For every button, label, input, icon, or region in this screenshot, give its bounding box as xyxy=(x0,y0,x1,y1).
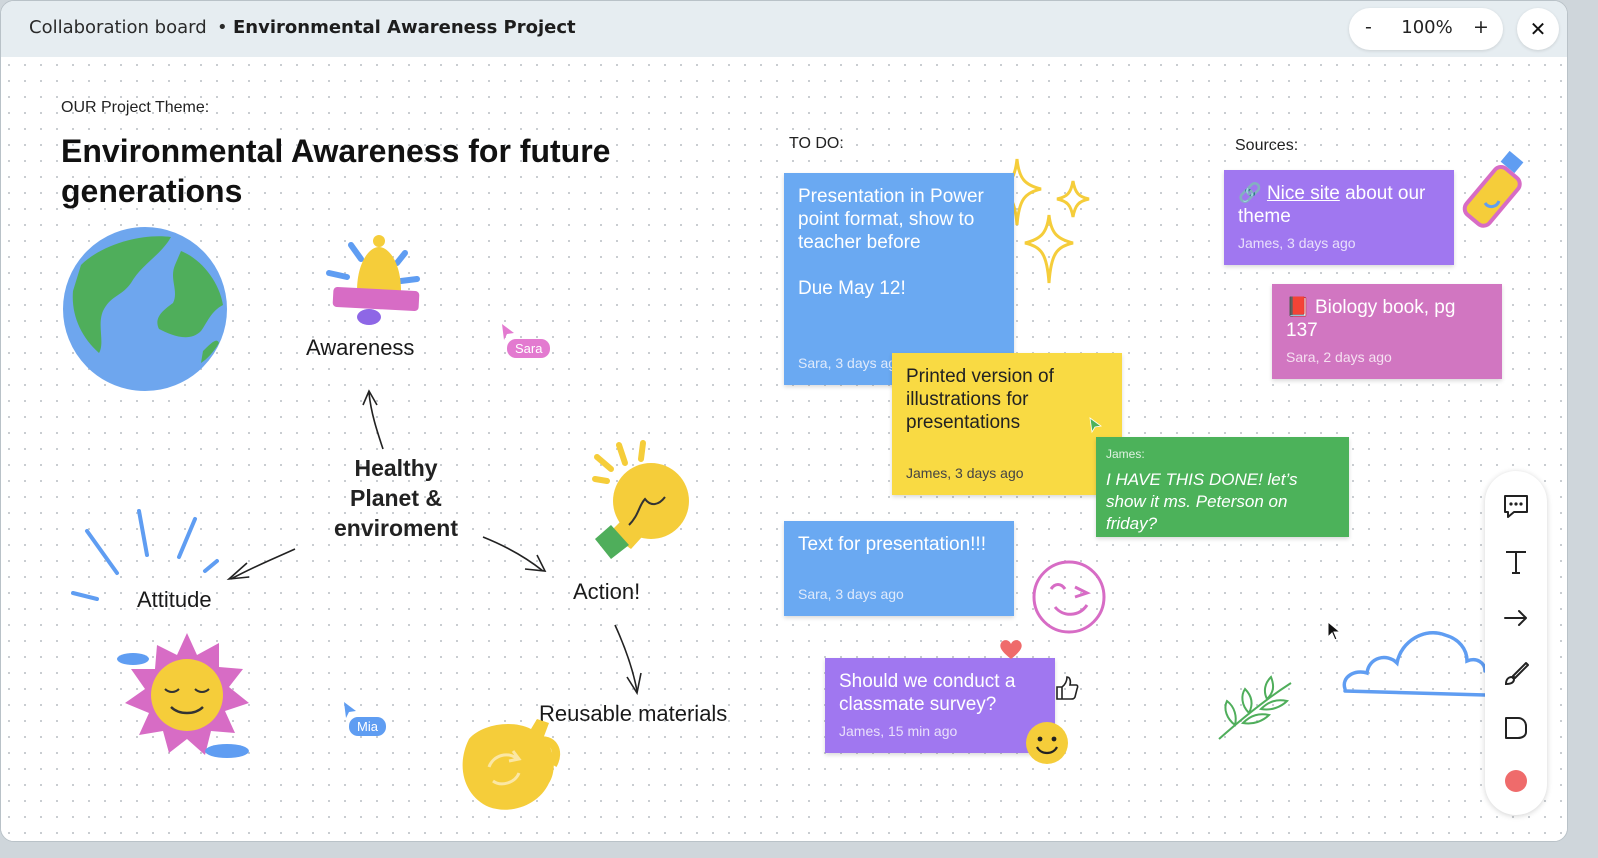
note-nice-site-text: 🔗 Nice site about our theme xyxy=(1238,182,1440,228)
action-node[interactable]: Action! xyxy=(573,579,641,604)
note-presentation-text: Presentation in Power point format, show… xyxy=(798,186,984,253)
theme-label: OUR Project Theme: xyxy=(61,99,210,116)
usb-drive-sticker-icon[interactable] xyxy=(1462,150,1531,229)
link-icon: 🔗 xyxy=(1238,183,1262,204)
breadcrumb-separator: • xyxy=(217,17,228,38)
note-text-for-meta: Sara, 3 days ago xyxy=(798,586,904,602)
note-printed-version[interactable]: Printed version of illustrations for pre… xyxy=(892,353,1122,495)
note-text-for-text: Text for presentation!!! xyxy=(798,534,986,555)
mindmap-arrows xyxy=(226,389,642,696)
theme-title: Environmental Awareness for future gener… xyxy=(61,133,611,209)
tool-palette xyxy=(1485,471,1547,815)
sara-cursor-tag: Sara xyxy=(507,339,551,358)
comment-icon[interactable] xyxy=(1500,490,1532,522)
note-nice-site-meta: James, 3 days ago xyxy=(1238,235,1356,251)
biology-text: Biology book, pg 137 xyxy=(1286,297,1456,341)
smiley-reaction-icon[interactable] xyxy=(1025,721,1071,767)
board-window: Collaboration board • Environmental Awar… xyxy=(0,0,1568,842)
wink-face-icon xyxy=(1032,560,1106,634)
book-icon: 📕 xyxy=(1286,297,1310,318)
zoom-level: 100% xyxy=(1401,17,1453,38)
zoom-out-button[interactable]: - xyxy=(1365,16,1372,38)
attitude-node[interactable]: Attitude xyxy=(137,587,212,612)
header-bar: Collaboration board • Environmental Awar… xyxy=(1,1,1567,58)
breadcrumb-board[interactable]: Collaboration board xyxy=(29,17,207,38)
note-survey-meta: James, 15 min ago xyxy=(839,723,958,739)
zoom-control: - 100% + xyxy=(1349,8,1503,50)
note-presentation-due: Due May 12! xyxy=(798,278,906,299)
note-nice-site[interactable]: 🔗 Nice site about our theme James, 3 day… xyxy=(1224,170,1454,265)
sun-sticker-icon[interactable] xyxy=(113,631,253,761)
mia-cursor-icon xyxy=(344,702,356,718)
nice-site-description: about our theme xyxy=(1238,183,1426,227)
sara-cursor-icon xyxy=(502,324,514,340)
center-node[interactable]: Healthy Planet & enviroment xyxy=(334,455,458,541)
brush-icon[interactable] xyxy=(1500,658,1532,690)
note-biology-meta: Sara, 2 days ago xyxy=(1286,349,1392,365)
comment-james[interactable]: James: I HAVE THIS DONE! let’s show it m… xyxy=(1096,437,1349,537)
note-biology-book[interactable]: 📕 Biology book, pg 137 Sara, 2 days ago xyxy=(1272,284,1502,379)
bell-sticker-icon[interactable] xyxy=(323,233,423,327)
awareness-node[interactable]: Awareness xyxy=(306,335,415,360)
cloud-doodle-icon xyxy=(1342,631,1487,697)
sources-label: Sources: xyxy=(1235,137,1299,154)
mouse-pointer-icon xyxy=(1327,620,1342,641)
thumbs-up-reaction-icon[interactable] xyxy=(1053,675,1079,701)
earth-sticker-icon[interactable] xyxy=(61,225,229,393)
text-icon[interactable] xyxy=(1500,546,1532,578)
mia-cursor-tag: Mia xyxy=(349,717,386,736)
note-survey[interactable]: Should we conduct a classmate survey? Ja… xyxy=(825,658,1055,753)
color-picker-icon[interactable] xyxy=(1500,765,1532,797)
note-presentation[interactable]: Presentation in Power point format, show… xyxy=(784,173,1014,385)
james-cursor-icon xyxy=(1089,417,1103,434)
leaf-branch-icon xyxy=(1218,675,1292,740)
note-survey-text: Should we conduct a classmate survey? xyxy=(839,671,1016,715)
sun-rays-icon xyxy=(71,509,219,601)
zoom-in-button[interactable]: + xyxy=(1473,16,1489,38)
project-title: Environmental Awareness Project xyxy=(233,17,576,38)
lightbulb-sticker-icon[interactable] xyxy=(589,440,695,563)
arrow-icon[interactable] xyxy=(1500,602,1532,634)
note-printed-text: Printed version of illustrations for pre… xyxy=(906,366,1054,433)
note-text-for-presentation[interactable]: Text for presentation!!! Sara, 3 days ag… xyxy=(784,521,1014,616)
note-biology-text: 📕 Biology book, pg 137 xyxy=(1286,296,1488,342)
comment-author: James: xyxy=(1106,447,1145,461)
nice-site-link[interactable]: Nice site xyxy=(1266,183,1340,204)
reusable-node[interactable]: Reusable materials xyxy=(539,701,728,726)
todo-label: TO DO: xyxy=(789,135,844,152)
heart-reaction-icon[interactable] xyxy=(999,639,1023,661)
note-presentation-meta: Sara, 3 days ago xyxy=(798,355,904,371)
recycle-jug-sticker-icon[interactable] xyxy=(453,711,561,817)
comment-text: I HAVE THIS DONE! let’s show it ms. Pete… xyxy=(1106,470,1298,533)
sticky-note-icon[interactable] xyxy=(1500,712,1532,744)
close-button[interactable]: ✕ xyxy=(1517,8,1559,50)
sparkles-icon xyxy=(992,158,1090,284)
note-printed-meta: James, 3 days ago xyxy=(906,465,1024,481)
